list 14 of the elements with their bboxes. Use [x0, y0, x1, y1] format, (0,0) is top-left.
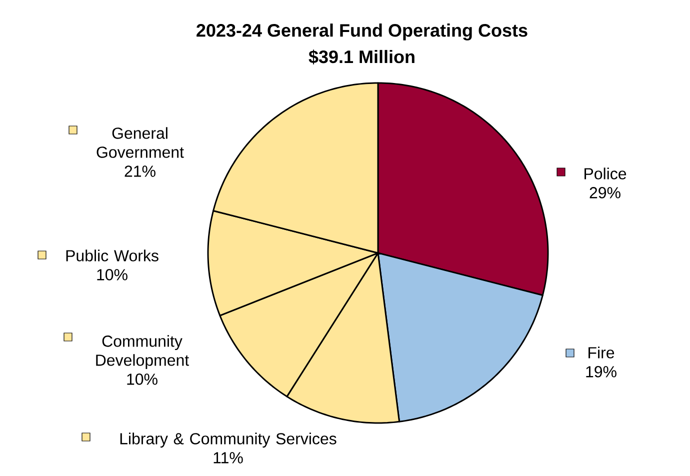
data-label: 10% [127, 374, 158, 385]
data-label: 29% [590, 187, 620, 198]
data-label: 19% [586, 366, 616, 378]
chart-title: 2023-24 General Fund Operating Costs [196, 24, 528, 40]
legend-label: General Government [96, 127, 184, 158]
legend-label: Library & Community Services [120, 432, 336, 448]
legend-label: Public Works [66, 250, 158, 262]
chart-subtitle: $39.1 Million [308, 50, 414, 64]
data-label: 21% [124, 166, 156, 177]
legend-label: Police [584, 168, 626, 180]
data-label: 11% [214, 452, 243, 464]
data-label: 10% [97, 269, 128, 280]
legend-label: Community Development [96, 335, 189, 370]
legend-label: Fire [588, 346, 614, 358]
